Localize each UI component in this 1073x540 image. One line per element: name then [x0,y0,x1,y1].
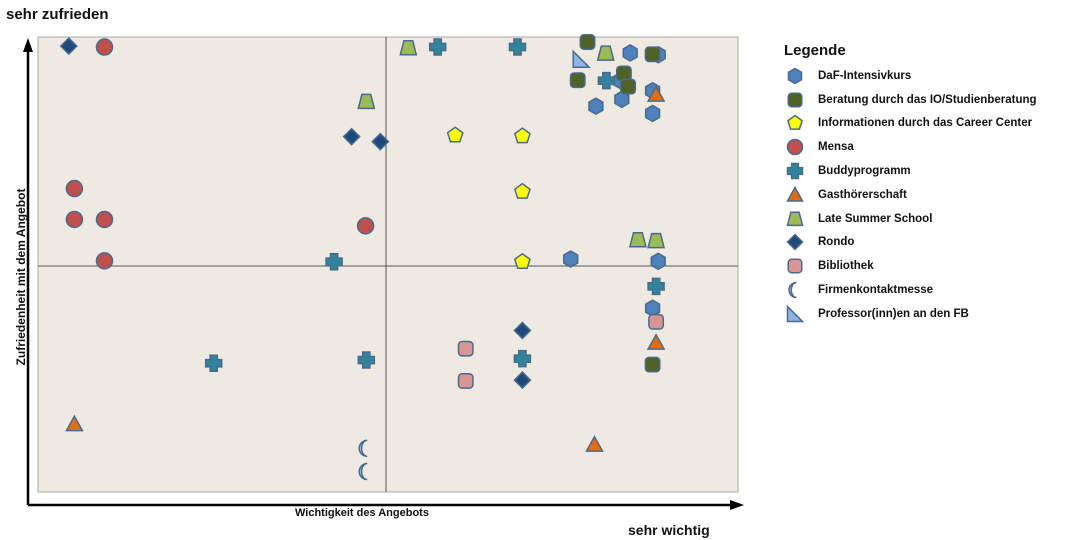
legend-item: Beratung durch das IO/Studienberatung [784,88,1037,112]
data-point [457,340,474,357]
legend-marker-icon [786,304,805,323]
data-point [399,39,418,56]
data-point [446,126,464,143]
data-point [646,333,666,350]
data-point [585,435,604,452]
plot-area [37,36,739,493]
data-point [358,439,368,458]
legend-label: Professor(inn)en an den FB [818,307,969,320]
legend-item: Buddyprogramm [784,159,1037,183]
data-point [371,132,390,151]
data-point [357,93,376,110]
legend-label: Gasthörerschaft [818,188,907,201]
legend-marker-icon [786,233,804,252]
legend-label: Bibliothek [818,260,874,273]
data-point [513,127,531,144]
data-point [615,65,632,82]
data-point [569,72,586,89]
legend-label: Beratung durch das IO/Studienberatung [818,93,1037,106]
legend-items: DaF-Intensivkurs Beratung durch das IO/St… [784,64,1037,326]
y-axis-label: Zufriedenheit mit dem Angebot [14,188,28,366]
data-point [596,45,615,61]
data-point [65,210,84,229]
legend-label: Rondo [818,236,855,249]
data-point [204,354,223,372]
legend-label: Late Summer School [818,212,933,225]
data-point [457,373,474,389]
legend-item: Gasthörerschaft [784,183,1037,207]
top-label: sehr zufrieden [6,6,109,23]
data-point [65,179,84,198]
data-point [628,231,647,248]
legend-label: Informationen durch das Career Center [818,117,1033,130]
data-point [588,97,604,116]
data-point [513,371,532,390]
data-point [597,71,616,90]
bottom-label: sehr wichtig [628,522,710,538]
legend-marker-icon [787,67,803,85]
data-point [579,34,596,50]
legend-marker-icon [786,185,804,202]
data-point [508,38,527,56]
legend-marker-icon [787,258,803,274]
data-point [357,351,376,369]
data-point [644,46,661,63]
data-point [513,349,532,368]
legend-marker-icon [788,281,797,299]
data-point [356,217,375,235]
data-point [95,252,114,270]
data-point [644,299,661,318]
data-point [646,85,666,102]
y-axis-arrowhead [23,38,33,52]
data-point [648,313,665,330]
legend-item: DaF-Intensivkurs [784,64,1037,88]
data-point [647,277,665,296]
legend-item: Firmenkontaktmesse [784,278,1037,302]
data-point [325,253,343,271]
legend-marker-icon [786,139,804,156]
data-point [644,356,661,373]
data-point [342,127,361,146]
data-point [428,38,447,56]
legend-title: Legende [784,42,846,59]
data-point [572,49,592,69]
legend-item: Mensa [784,135,1037,159]
data-point [358,462,368,481]
data-point [563,250,579,268]
legend-item: Informationen durch das Career Center [784,112,1037,136]
data-point [513,321,532,340]
legend-item: Professor(inn)en an den FB [784,302,1037,326]
data-point [650,252,666,271]
data-point [59,37,78,56]
legend: Legende DaF-Intensivkurs Beratung durch d… [784,42,1037,326]
legend-item: Late Summer School [784,207,1037,231]
data-point [647,232,666,249]
data-point [644,104,661,123]
x-axis-label: Wichtigkeit des Angebots [295,507,429,519]
legend-marker-icon [786,115,804,131]
data-point [620,78,637,95]
x-axis-arrowhead [730,500,744,510]
legend-marker-icon [786,162,804,180]
legend-item: Bibliothek [784,254,1037,278]
legend-label: DaF-Intensivkurs [818,69,912,82]
legend-label: Firmenkontaktmesse [818,284,934,297]
data-point [513,182,531,199]
data-point [95,210,114,229]
data-point [622,44,638,62]
data-point [513,252,531,269]
legend-label: Mensa [818,141,854,154]
legend-marker-icon [786,211,804,226]
data-point [95,38,114,56]
data-point [65,414,84,432]
legend-marker-icon [787,92,803,108]
legend-label: Buddyprogramm [818,165,911,178]
legend-item: Rondo [784,231,1037,255]
data-points [59,34,666,481]
